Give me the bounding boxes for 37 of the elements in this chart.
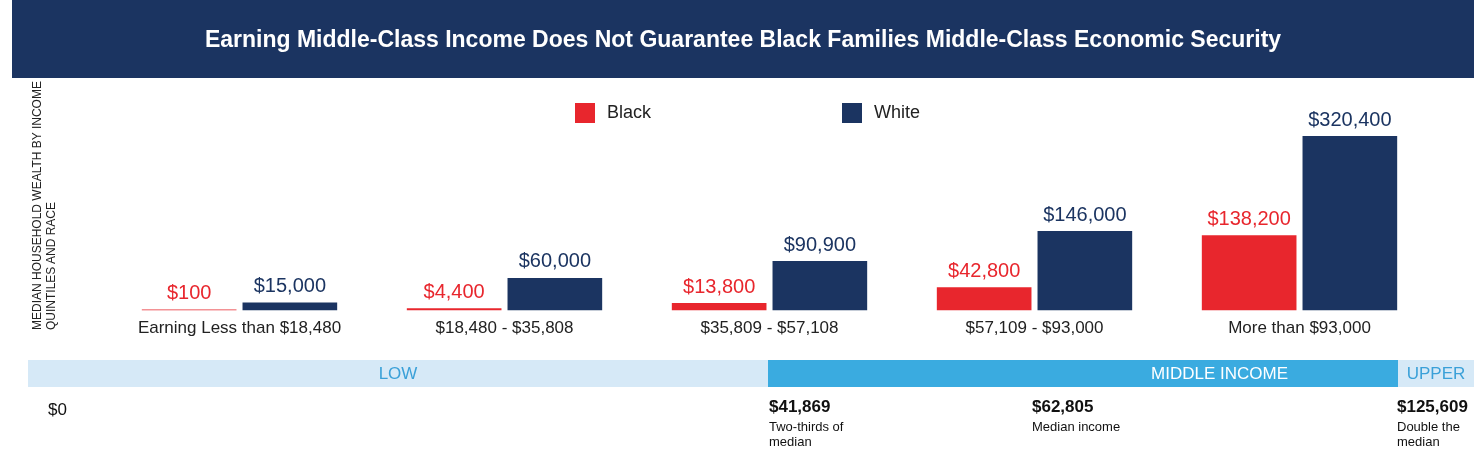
bar	[507, 277, 603, 311]
data-label: $42,800	[948, 258, 1021, 281]
data-label: $100	[166, 281, 212, 304]
data-label: $146,000	[1043, 202, 1127, 225]
data-label: $4,400	[423, 279, 485, 302]
legend-label: Black	[607, 102, 652, 123]
text: UPPER	[1398, 360, 1474, 387]
x-tick-label: $57,109 - $93,000	[965, 318, 1104, 338]
data-label: $13,800	[683, 274, 756, 297]
data-label: $15,000	[253, 273, 326, 296]
bar	[671, 303, 767, 311]
text: Two-thirds of median	[769, 419, 845, 449]
text: $62,805	[1032, 397, 1094, 417]
text: $125,609	[1397, 397, 1468, 417]
legend-label: White	[874, 102, 921, 123]
text: $41,869	[769, 397, 831, 417]
text: LOW	[28, 360, 768, 387]
x-tick-label: More than $93,000	[1228, 318, 1371, 338]
bar	[1302, 136, 1398, 311]
data-label: $60,000	[518, 249, 591, 272]
text: Double the median	[1397, 419, 1461, 449]
bar	[1037, 231, 1133, 311]
data-label: $320,400	[1308, 107, 1392, 130]
x-tick-label: $18,480 - $35,808	[435, 318, 574, 338]
x-tick-label: $35,809 - $57,108	[700, 318, 839, 338]
data-label: $138,200	[1207, 206, 1291, 229]
text: $0	[48, 400, 67, 420]
chart-title: Earning Middle-Class Income Does Not Guarantee Black Families Middle-Class Economic Security	[12, 0, 1474, 78]
x-tick-label: Earning Less than $18,480	[137, 318, 342, 338]
bar	[936, 287, 1032, 311]
bar	[242, 302, 338, 311]
data-label: $90,900	[783, 232, 856, 255]
text: MIDDLE INCOME	[768, 360, 1398, 387]
y-axis-title: MEDIAN HOUSEHOLD WEALTH BY INCOME QUINTILES AND RACE	[30, 80, 58, 330]
bar	[1201, 235, 1297, 311]
text: Median income	[1032, 419, 1121, 434]
bar	[772, 261, 868, 311]
